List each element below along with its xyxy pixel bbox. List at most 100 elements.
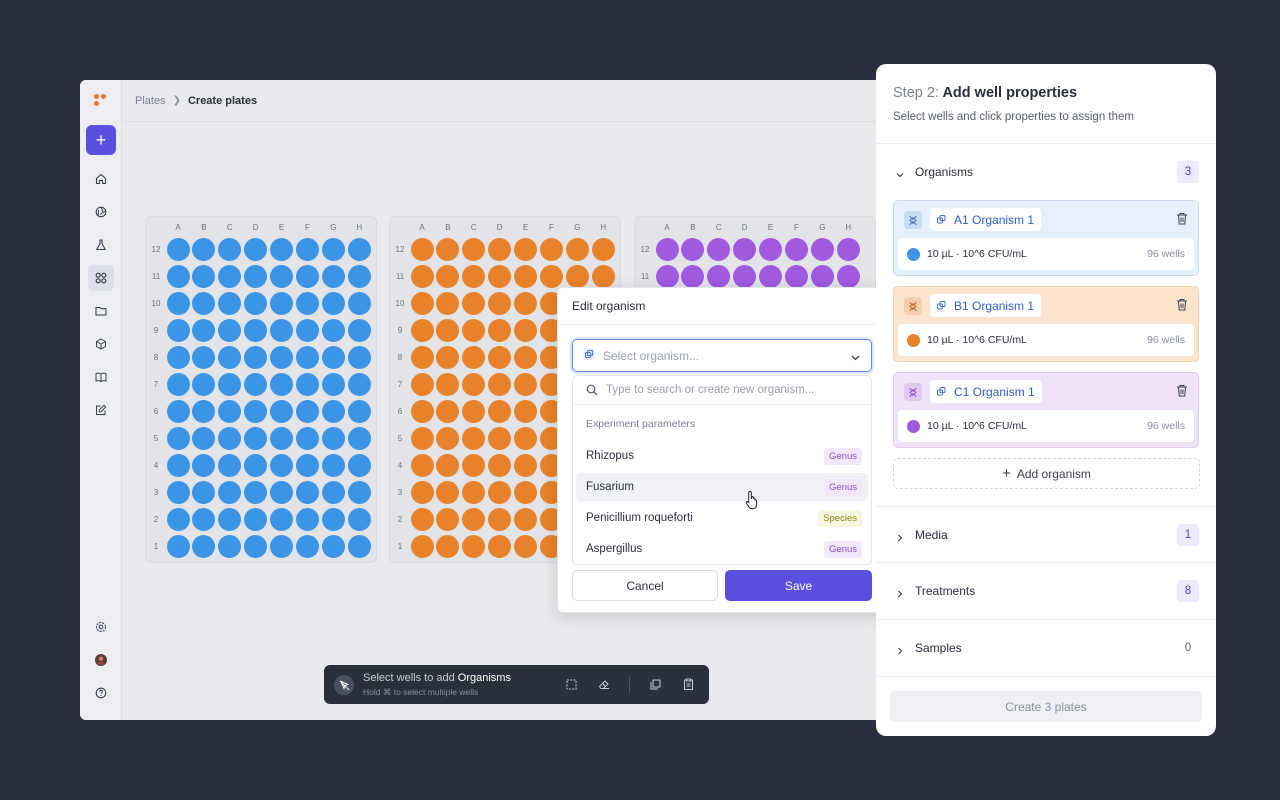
well[interactable] xyxy=(192,454,216,477)
trash-icon[interactable] xyxy=(1176,384,1188,402)
well[interactable] xyxy=(244,427,268,450)
well[interactable] xyxy=(707,265,731,288)
well[interactable] xyxy=(321,508,345,531)
well[interactable] xyxy=(347,535,371,558)
well[interactable] xyxy=(321,319,345,342)
well[interactable] xyxy=(244,373,268,396)
well[interactable] xyxy=(218,400,242,423)
section-samples[interactable]: Samples 0 xyxy=(876,633,1216,663)
well[interactable] xyxy=(655,265,679,288)
well[interactable] xyxy=(488,508,512,531)
well[interactable] xyxy=(514,238,538,261)
well[interactable] xyxy=(759,265,783,288)
well[interactable] xyxy=(296,238,319,261)
well[interactable] xyxy=(462,535,486,558)
well[interactable] xyxy=(410,508,434,531)
aperture-icon[interactable] xyxy=(88,199,114,225)
well[interactable] xyxy=(436,535,460,558)
well[interactable] xyxy=(410,265,434,288)
well[interactable] xyxy=(270,454,294,477)
well[interactable] xyxy=(244,238,268,261)
folder-icon[interactable] xyxy=(88,298,114,324)
new-button[interactable]: + xyxy=(86,125,116,155)
well[interactable] xyxy=(347,373,371,396)
well[interactable] xyxy=(296,346,319,369)
well[interactable] xyxy=(785,265,808,288)
well[interactable] xyxy=(810,265,834,288)
well[interactable] xyxy=(321,400,345,423)
well[interactable] xyxy=(218,238,242,261)
well[interactable] xyxy=(347,346,371,369)
well[interactable] xyxy=(296,373,319,396)
well[interactable] xyxy=(488,238,512,261)
well[interactable] xyxy=(488,319,512,342)
well[interactable] xyxy=(270,238,294,261)
well[interactable] xyxy=(244,400,268,423)
well[interactable] xyxy=(488,481,512,504)
well[interactable] xyxy=(410,427,434,450)
well[interactable] xyxy=(347,265,371,288)
option-aspergillus[interactable]: Aspergillus Genus xyxy=(576,535,868,563)
well[interactable] xyxy=(166,535,190,558)
well[interactable] xyxy=(218,454,242,477)
well[interactable] xyxy=(347,292,371,315)
well[interactable] xyxy=(514,292,538,315)
well[interactable] xyxy=(347,400,371,423)
well[interactable] xyxy=(462,481,486,504)
well[interactable] xyxy=(410,346,434,369)
well[interactable] xyxy=(218,292,242,315)
settings-icon[interactable] xyxy=(88,614,114,640)
well[interactable] xyxy=(192,427,216,450)
copy-icon[interactable] xyxy=(648,677,662,691)
trash-icon[interactable] xyxy=(1176,298,1188,316)
organism-search-input[interactable]: Type to search or create new organism... xyxy=(573,376,871,405)
well[interactable] xyxy=(462,400,486,423)
well[interactable] xyxy=(321,373,345,396)
well[interactable] xyxy=(462,346,486,369)
create-plates-button[interactable]: Create 3 plates xyxy=(890,691,1202,722)
well[interactable] xyxy=(836,238,860,261)
well[interactable] xyxy=(681,238,705,261)
well[interactable] xyxy=(347,481,371,504)
well[interactable] xyxy=(218,535,242,558)
well[interactable] xyxy=(270,535,294,558)
well[interactable] xyxy=(192,265,216,288)
add-organism-button[interactable]: + Add organism xyxy=(893,458,1200,489)
well[interactable] xyxy=(244,265,268,288)
well[interactable] xyxy=(436,292,460,315)
well[interactable] xyxy=(488,292,512,315)
organism-name-chip[interactable]: C1 Organism 1 xyxy=(930,380,1042,403)
well[interactable] xyxy=(462,265,486,288)
well[interactable] xyxy=(759,238,783,261)
well[interactable] xyxy=(681,265,705,288)
well[interactable] xyxy=(436,400,460,423)
well[interactable] xyxy=(192,292,216,315)
well[interactable] xyxy=(410,535,434,558)
option-rhizopus[interactable]: Rhizopus Genus xyxy=(576,442,868,470)
organism-card[interactable]: B1 Organism 1 10 µL · 10^6 CFU/mL 96 wel… xyxy=(893,286,1199,362)
well[interactable] xyxy=(591,238,615,261)
well[interactable] xyxy=(462,373,486,396)
well[interactable] xyxy=(488,346,512,369)
well[interactable] xyxy=(244,346,268,369)
well[interactable] xyxy=(218,427,242,450)
section-organisms[interactable]: Organisms 3 xyxy=(876,157,1216,187)
well[interactable] xyxy=(462,238,486,261)
well[interactable] xyxy=(436,319,460,342)
well[interactable] xyxy=(192,238,216,261)
well[interactable] xyxy=(347,508,371,531)
section-media[interactable]: Media 1 xyxy=(876,520,1216,550)
well[interactable] xyxy=(296,400,319,423)
well[interactable] xyxy=(321,454,345,477)
well[interactable] xyxy=(166,319,190,342)
well[interactable] xyxy=(514,508,538,531)
well[interactable] xyxy=(192,481,216,504)
well[interactable] xyxy=(244,454,268,477)
well[interactable] xyxy=(296,508,319,531)
option-penicillium-roqueforti[interactable]: Penicillium roqueforti Species xyxy=(576,504,868,532)
well[interactable] xyxy=(192,508,216,531)
well[interactable] xyxy=(540,238,563,261)
well[interactable] xyxy=(270,292,294,315)
breadcrumb-plates-link[interactable]: Plates xyxy=(135,94,166,107)
well[interactable] xyxy=(321,238,345,261)
